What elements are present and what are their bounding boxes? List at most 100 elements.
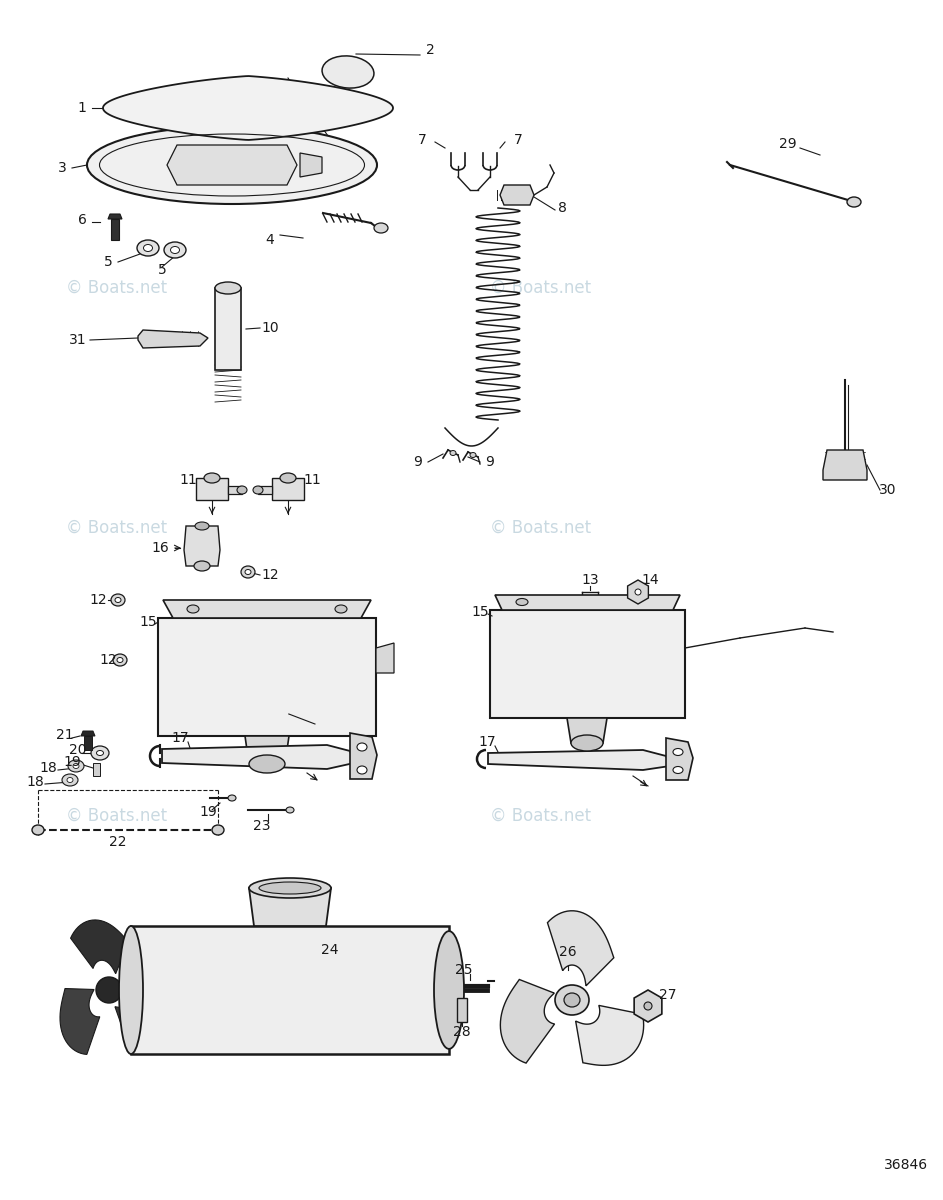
Text: 22: 22	[109, 835, 126, 850]
Text: 5: 5	[157, 263, 166, 277]
Polygon shape	[575, 1006, 644, 1066]
Ellipse shape	[450, 450, 456, 456]
Text: 29: 29	[779, 137, 797, 151]
Polygon shape	[71, 920, 128, 973]
Ellipse shape	[62, 774, 78, 786]
Polygon shape	[249, 888, 331, 926]
Polygon shape	[162, 745, 354, 769]
Ellipse shape	[335, 605, 347, 613]
Ellipse shape	[241, 566, 255, 578]
Text: 8: 8	[557, 200, 567, 215]
Ellipse shape	[237, 486, 247, 494]
Text: 2: 2	[425, 43, 435, 56]
Ellipse shape	[357, 743, 367, 751]
Text: © Boats.net: © Boats.net	[490, 806, 591, 826]
Ellipse shape	[117, 658, 123, 662]
Polygon shape	[501, 979, 554, 1063]
Text: 14: 14	[641, 572, 659, 587]
Text: 10: 10	[261, 320, 279, 335]
Ellipse shape	[187, 605, 199, 613]
Polygon shape	[196, 478, 228, 500]
Text: 20: 20	[69, 743, 87, 757]
Ellipse shape	[635, 589, 641, 595]
Ellipse shape	[115, 598, 121, 602]
Polygon shape	[84, 736, 92, 750]
Ellipse shape	[204, 473, 220, 482]
Ellipse shape	[137, 240, 159, 256]
Ellipse shape	[259, 882, 321, 894]
Polygon shape	[488, 750, 670, 770]
Polygon shape	[245, 736, 289, 764]
Text: 6: 6	[77, 214, 87, 227]
Ellipse shape	[323, 56, 374, 88]
Text: 30: 30	[879, 482, 897, 497]
Polygon shape	[228, 486, 242, 494]
Text: 18: 18	[26, 775, 44, 790]
Ellipse shape	[374, 223, 388, 233]
Text: 12: 12	[99, 653, 117, 667]
Polygon shape	[500, 185, 534, 205]
Text: 15: 15	[140, 614, 157, 629]
Polygon shape	[184, 526, 220, 566]
Ellipse shape	[249, 755, 285, 773]
Ellipse shape	[96, 977, 122, 1003]
Ellipse shape	[67, 778, 73, 782]
Text: 28: 28	[454, 1025, 471, 1039]
Ellipse shape	[119, 926, 143, 1054]
Ellipse shape	[245, 570, 251, 575]
Polygon shape	[495, 595, 680, 610]
Text: 4: 4	[266, 233, 274, 247]
Ellipse shape	[96, 750, 104, 756]
Polygon shape	[163, 600, 371, 618]
Text: 11: 11	[303, 473, 321, 487]
Polygon shape	[350, 733, 377, 779]
Polygon shape	[115, 988, 168, 1039]
Ellipse shape	[87, 126, 377, 204]
Text: 13: 13	[581, 572, 599, 587]
Ellipse shape	[164, 242, 186, 258]
Text: 17: 17	[478, 734, 496, 749]
Ellipse shape	[91, 746, 109, 760]
Ellipse shape	[357, 766, 367, 774]
Polygon shape	[548, 911, 614, 986]
Polygon shape	[103, 76, 393, 140]
Ellipse shape	[73, 763, 79, 768]
Ellipse shape	[673, 749, 683, 756]
Text: 12: 12	[90, 593, 107, 607]
Polygon shape	[258, 486, 272, 494]
Polygon shape	[93, 763, 100, 776]
Text: 31: 31	[69, 332, 87, 347]
Ellipse shape	[143, 245, 153, 252]
Polygon shape	[628, 580, 649, 604]
Polygon shape	[567, 718, 607, 743]
Ellipse shape	[68, 760, 84, 772]
Text: 19: 19	[63, 755, 81, 769]
Text: 21: 21	[57, 728, 74, 742]
Polygon shape	[272, 478, 304, 500]
Text: © Boats.net: © Boats.net	[490, 278, 591, 296]
Polygon shape	[108, 214, 122, 218]
Polygon shape	[81, 731, 95, 736]
Text: 12: 12	[261, 568, 279, 582]
Ellipse shape	[111, 594, 125, 606]
Polygon shape	[215, 288, 241, 370]
Text: © Boats.net: © Boats.net	[66, 278, 167, 296]
Text: 23: 23	[254, 818, 271, 833]
Text: 19: 19	[199, 805, 217, 818]
Ellipse shape	[212, 826, 224, 835]
Text: 3: 3	[58, 161, 66, 175]
Text: 1: 1	[77, 101, 87, 115]
Polygon shape	[60, 989, 100, 1055]
Text: 5: 5	[104, 254, 112, 269]
Polygon shape	[131, 926, 449, 1054]
Ellipse shape	[253, 486, 263, 494]
Ellipse shape	[286, 806, 294, 814]
Ellipse shape	[194, 560, 210, 571]
Ellipse shape	[195, 522, 209, 530]
Ellipse shape	[32, 826, 44, 835]
Text: 11: 11	[179, 473, 197, 487]
Text: 9: 9	[414, 455, 422, 469]
Ellipse shape	[644, 1002, 652, 1010]
Ellipse shape	[673, 767, 683, 774]
Text: 24: 24	[322, 943, 339, 958]
